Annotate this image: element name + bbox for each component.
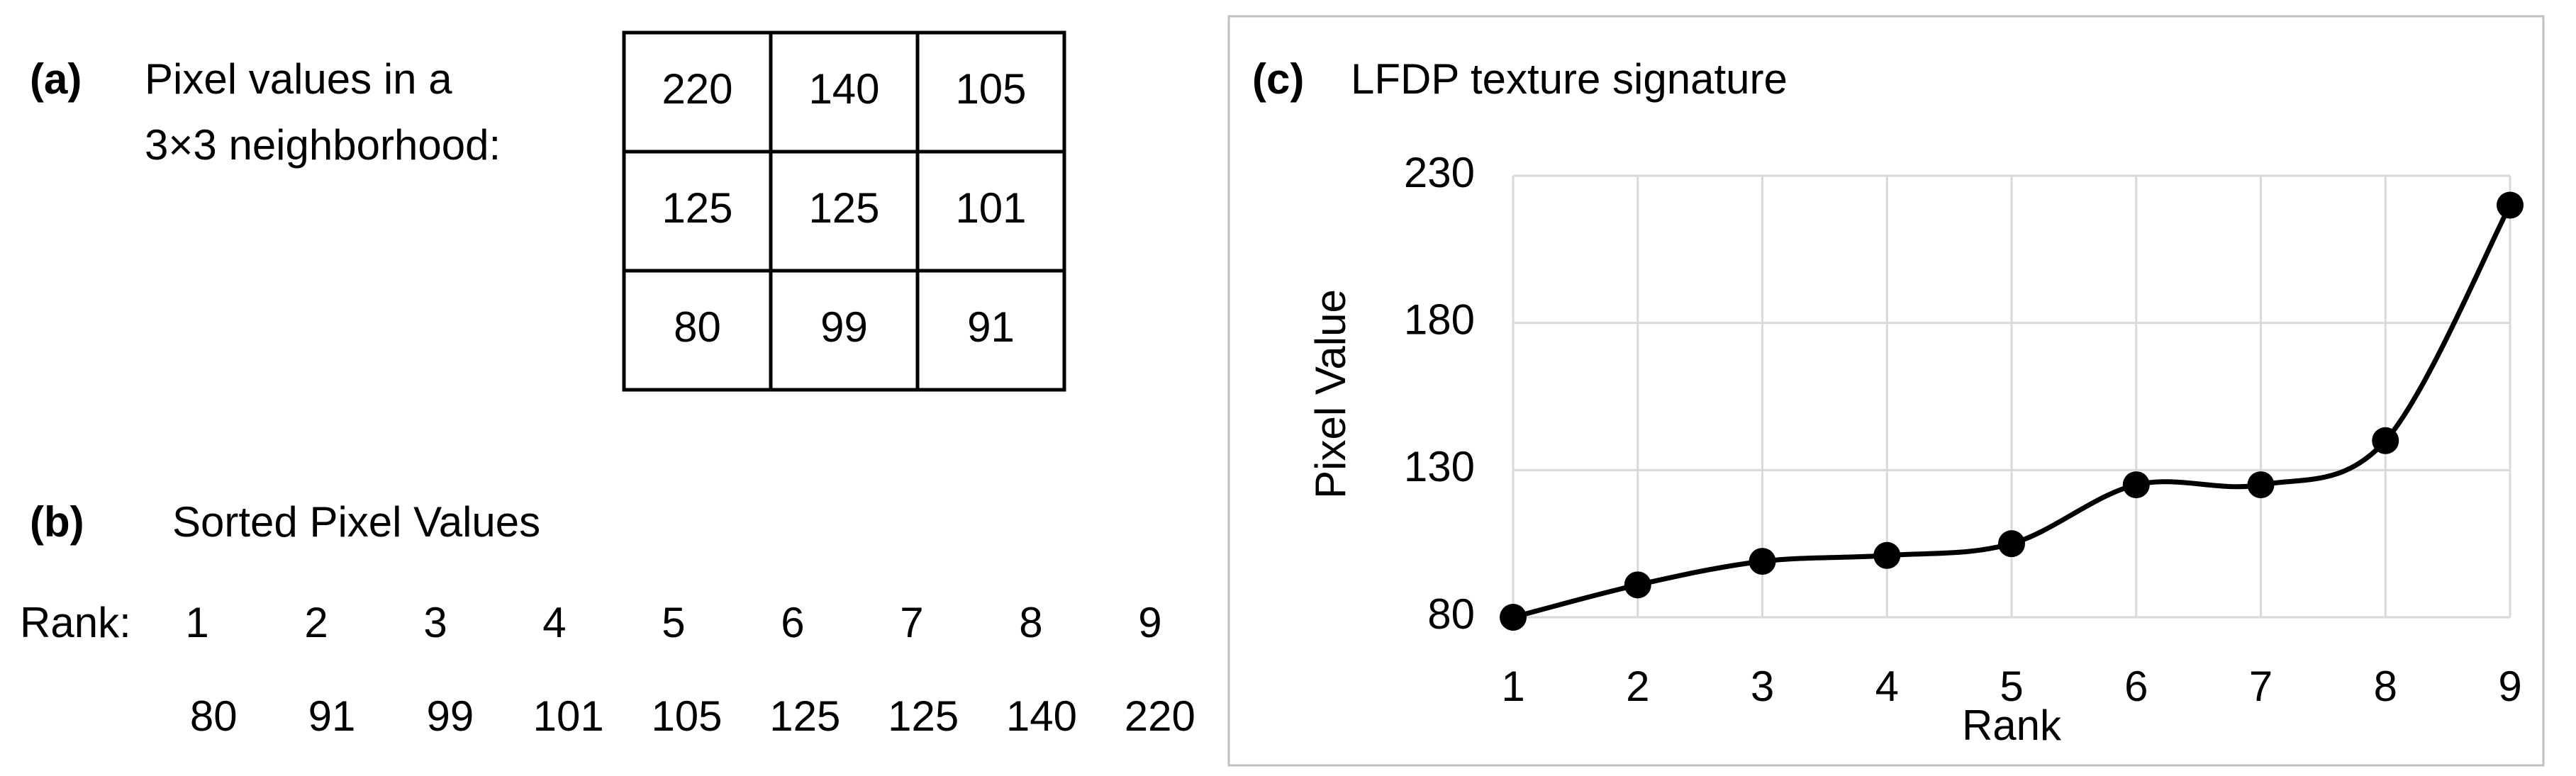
sorted-value: 91: [308, 692, 356, 740]
data-point: [2497, 191, 2524, 219]
cell-value: 99: [820, 303, 868, 351]
data-point: [2247, 471, 2275, 499]
panel-a-title: 3×3 neighborhood:: [145, 121, 501, 169]
data-point: [1500, 604, 1527, 631]
data-point: [2122, 471, 2150, 499]
rank: 4: [542, 599, 566, 646]
rank: 8: [1019, 599, 1042, 646]
y-tick-label: 80: [1427, 590, 1475, 638]
panel-a-label: (a): [30, 55, 82, 103]
panel-b-title: Sorted Pixel Values: [172, 498, 540, 546]
cell-value: 125: [808, 184, 879, 232]
sorted-value: 140: [1006, 692, 1077, 740]
x-tick-label: 5: [2000, 663, 2023, 710]
data-point: [1998, 530, 2025, 558]
x-tick-label: 9: [2498, 663, 2521, 710]
x-axis-label: Rank: [1962, 702, 2062, 749]
panel-c-frame: [1227, 15, 2545, 767]
rank: 6: [781, 599, 804, 646]
sorted-value: 105: [651, 692, 722, 740]
sorted-value: 99: [426, 692, 474, 740]
x-tick-label: 1: [1501, 663, 1524, 710]
rank: 2: [304, 599, 328, 646]
chart-title: LFDP texture signature: [1351, 55, 1788, 103]
x-tick-label: 7: [2249, 663, 2273, 710]
sorted-value: 125: [888, 692, 959, 740]
cell-value: 125: [662, 184, 732, 232]
cell-value: 80: [674, 303, 721, 351]
x-tick-label: 8: [2374, 663, 2397, 710]
y-axis-label: Pixel Value: [1307, 289, 1354, 499]
panel-c-label: (c): [1252, 55, 1304, 103]
data-point: [1873, 541, 1901, 569]
y-tick-label: 180: [1404, 296, 1475, 344]
cell-value: 105: [955, 65, 1026, 113]
cell-value: 140: [808, 65, 879, 113]
sorted-value: 80: [190, 692, 238, 740]
rank: 7: [900, 599, 923, 646]
x-tick-label: 2: [1626, 663, 1649, 710]
x-tick-label: 4: [1875, 663, 1899, 710]
sorted-value: 220: [1125, 692, 1195, 740]
sorted-value: 101: [533, 692, 604, 740]
cell-value: 220: [662, 65, 732, 113]
rank: 3: [423, 599, 447, 646]
sorted-value: 125: [769, 692, 840, 740]
rank: 1: [185, 599, 208, 646]
rank: 5: [662, 599, 685, 646]
x-tick-label: 3: [1751, 663, 1774, 710]
y-tick-label: 130: [1404, 443, 1475, 490]
y-tick-label: 230: [1404, 149, 1475, 196]
data-point: [1749, 548, 1776, 575]
rank-label: Rank:: [20, 599, 131, 646]
panel-b-label: (b): [30, 498, 84, 546]
panel-a-title: Pixel values in a: [145, 55, 452, 103]
cell-value: 91: [967, 303, 1015, 351]
cell-value: 101: [955, 184, 1026, 232]
data-point: [2372, 427, 2399, 454]
rank: 9: [1138, 599, 1161, 646]
data-point: [1624, 571, 1651, 599]
grid-cell: [915, 269, 1066, 392]
x-tick-label: 6: [2124, 663, 2148, 710]
